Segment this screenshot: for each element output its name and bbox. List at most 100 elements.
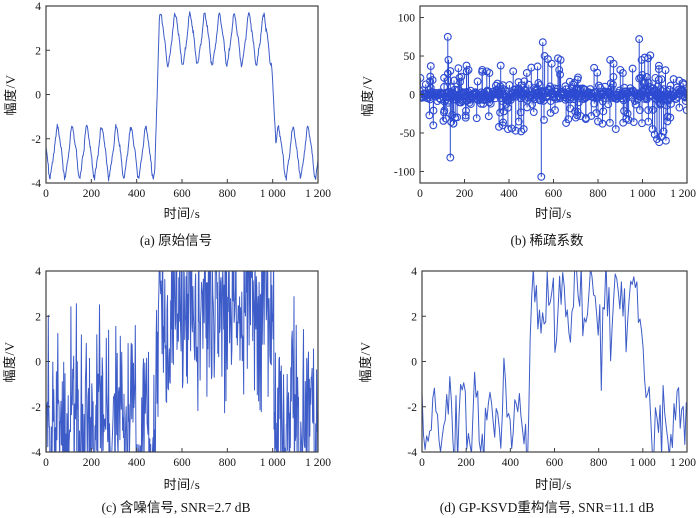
subplot-caption: (d) GP-KSVD重构信号, SNR=11.1 dB — [439, 500, 655, 515]
plot-area — [46, 11, 318, 182]
subplot-reconstructed-signal: 0 200 400 600 800 1 000 1 200 -4 -2 0 2 4 幅度/V 时间/s… — [350, 259, 700, 518]
stem-marker — [517, 127, 526, 136]
x-tick-label: 200 — [83, 188, 101, 200]
stem-marker — [503, 125, 512, 134]
stem-marker — [628, 64, 637, 73]
stem-marker — [599, 107, 608, 116]
stem-marker — [509, 67, 518, 76]
y-tick-label: -2 — [31, 402, 41, 414]
x-tick-label: 1 000 — [260, 457, 286, 469]
stem-marker — [455, 73, 464, 82]
y-tick-label: -4 — [407, 447, 417, 459]
stem-marker — [426, 72, 435, 81]
y-tick-label: 100 — [398, 13, 416, 25]
stem-marker — [675, 103, 684, 112]
stem-marker — [464, 65, 473, 74]
subplot-a-canvas: 0 200 400 600 800 1 000 1 200 -4 -2 0 2 4 — [31, 1, 331, 200]
stem-marker — [573, 75, 582, 84]
stem-marker — [666, 113, 675, 122]
subplot-c-canvas: 0 200 400 600 800 1 000 1 200 -4 -2 0 2 4 — [31, 266, 331, 469]
stem-marker — [555, 65, 564, 74]
subplot-sparse-coefficients: 0 200 400 600 800 1 000 1 200 -100 -50 0 50 100 幅度/… — [350, 0, 700, 259]
x-axis-label: 时间/s — [535, 206, 572, 221]
stem-marker — [635, 106, 644, 115]
stem-marker — [451, 113, 460, 122]
stem-marker — [421, 80, 430, 89]
stem-marker — [466, 100, 475, 109]
x-tick-label: 200 — [83, 457, 101, 469]
stem-marker — [648, 125, 657, 134]
x-tick-label: 600 — [546, 457, 564, 469]
stem-marker — [529, 108, 538, 117]
stem-marker — [635, 35, 644, 44]
stem-marker — [522, 69, 531, 77]
stem-marker — [556, 55, 565, 64]
plot-area — [422, 271, 687, 452]
stem-marker — [484, 112, 493, 121]
stem-marker — [590, 63, 599, 72]
stem-marker — [594, 81, 603, 90]
stem-marker — [659, 127, 668, 136]
subplot-d-canvas: 0 200 400 600 800 1 000 1 200 -4 -2 0 2 4 — [407, 266, 696, 469]
stem-marker — [646, 51, 655, 60]
stem-marker — [472, 114, 481, 123]
stem-marker — [562, 119, 571, 127]
stem-marker — [546, 82, 555, 91]
stem-marker — [454, 64, 463, 73]
stem-marker — [429, 121, 438, 130]
y-tick-label: 4 — [35, 1, 41, 13]
signal-trace — [422, 271, 687, 452]
y-axis-label: 幅度/V — [358, 341, 373, 383]
y-tick-label: 0 — [35, 357, 41, 369]
x-tick-label: 400 — [500, 188, 518, 200]
axes-frame — [45, 5, 319, 184]
stem-marker — [631, 100, 640, 109]
y-tick-label: -50 — [400, 128, 416, 140]
y-tick-label: -100 — [394, 166, 415, 178]
x-tick-label: 200 — [456, 188, 474, 200]
y-tick-label: 2 — [35, 311, 41, 323]
stem-marker — [538, 38, 547, 47]
stem-marker — [462, 106, 470, 115]
x-tick-label: 800 — [590, 457, 608, 469]
x-tick-label: 400 — [128, 457, 146, 469]
x-tick-label: 200 — [458, 457, 476, 469]
x-tick-label: 1 200 — [305, 188, 331, 200]
stem-marker — [561, 82, 570, 91]
y-tick-label: -4 — [31, 447, 41, 459]
subplot-caption: (a) 原始信号 — [139, 233, 213, 248]
stem-marker — [462, 61, 471, 70]
stem-marker — [443, 32, 452, 41]
stem-marker — [650, 130, 659, 139]
stem-marker — [598, 119, 607, 128]
subplot-original-signal: 0 200 400 600 800 1 000 1 200 -4 -2 0 2 4 幅度/V 时间/s… — [0, 0, 350, 259]
y-axis-label: 幅度/V — [3, 74, 18, 116]
stem-marker — [477, 99, 485, 108]
stem-marker — [426, 62, 435, 71]
plot-area — [420, 32, 687, 181]
stem-marker — [520, 77, 529, 86]
signal-trace — [46, 11, 318, 182]
stem-marker — [564, 115, 573, 124]
stem-marker — [629, 118, 638, 127]
stem-marker — [683, 90, 687, 99]
y-tick-label: 2 — [35, 45, 41, 57]
x-tick-label: 0 — [419, 457, 425, 469]
stem-marker — [514, 78, 523, 87]
y-tick-label: 0 — [409, 90, 415, 102]
stem-marker — [669, 75, 678, 84]
stem-marker — [527, 63, 536, 72]
stem-marker — [456, 77, 465, 86]
x-tick-label: 600 — [173, 188, 191, 200]
stem-marker — [478, 65, 487, 74]
stem-marker — [571, 113, 580, 122]
stem-marker — [587, 112, 596, 120]
x-tick-label: 400 — [128, 188, 146, 200]
stem-marker — [511, 126, 520, 135]
stem-marker — [444, 55, 453, 64]
stem-marker — [425, 111, 434, 120]
stem-marker — [566, 104, 575, 113]
stem-marker — [604, 100, 613, 109]
stem-marker — [439, 116, 448, 125]
y-tick-label: 2 — [411, 311, 417, 323]
